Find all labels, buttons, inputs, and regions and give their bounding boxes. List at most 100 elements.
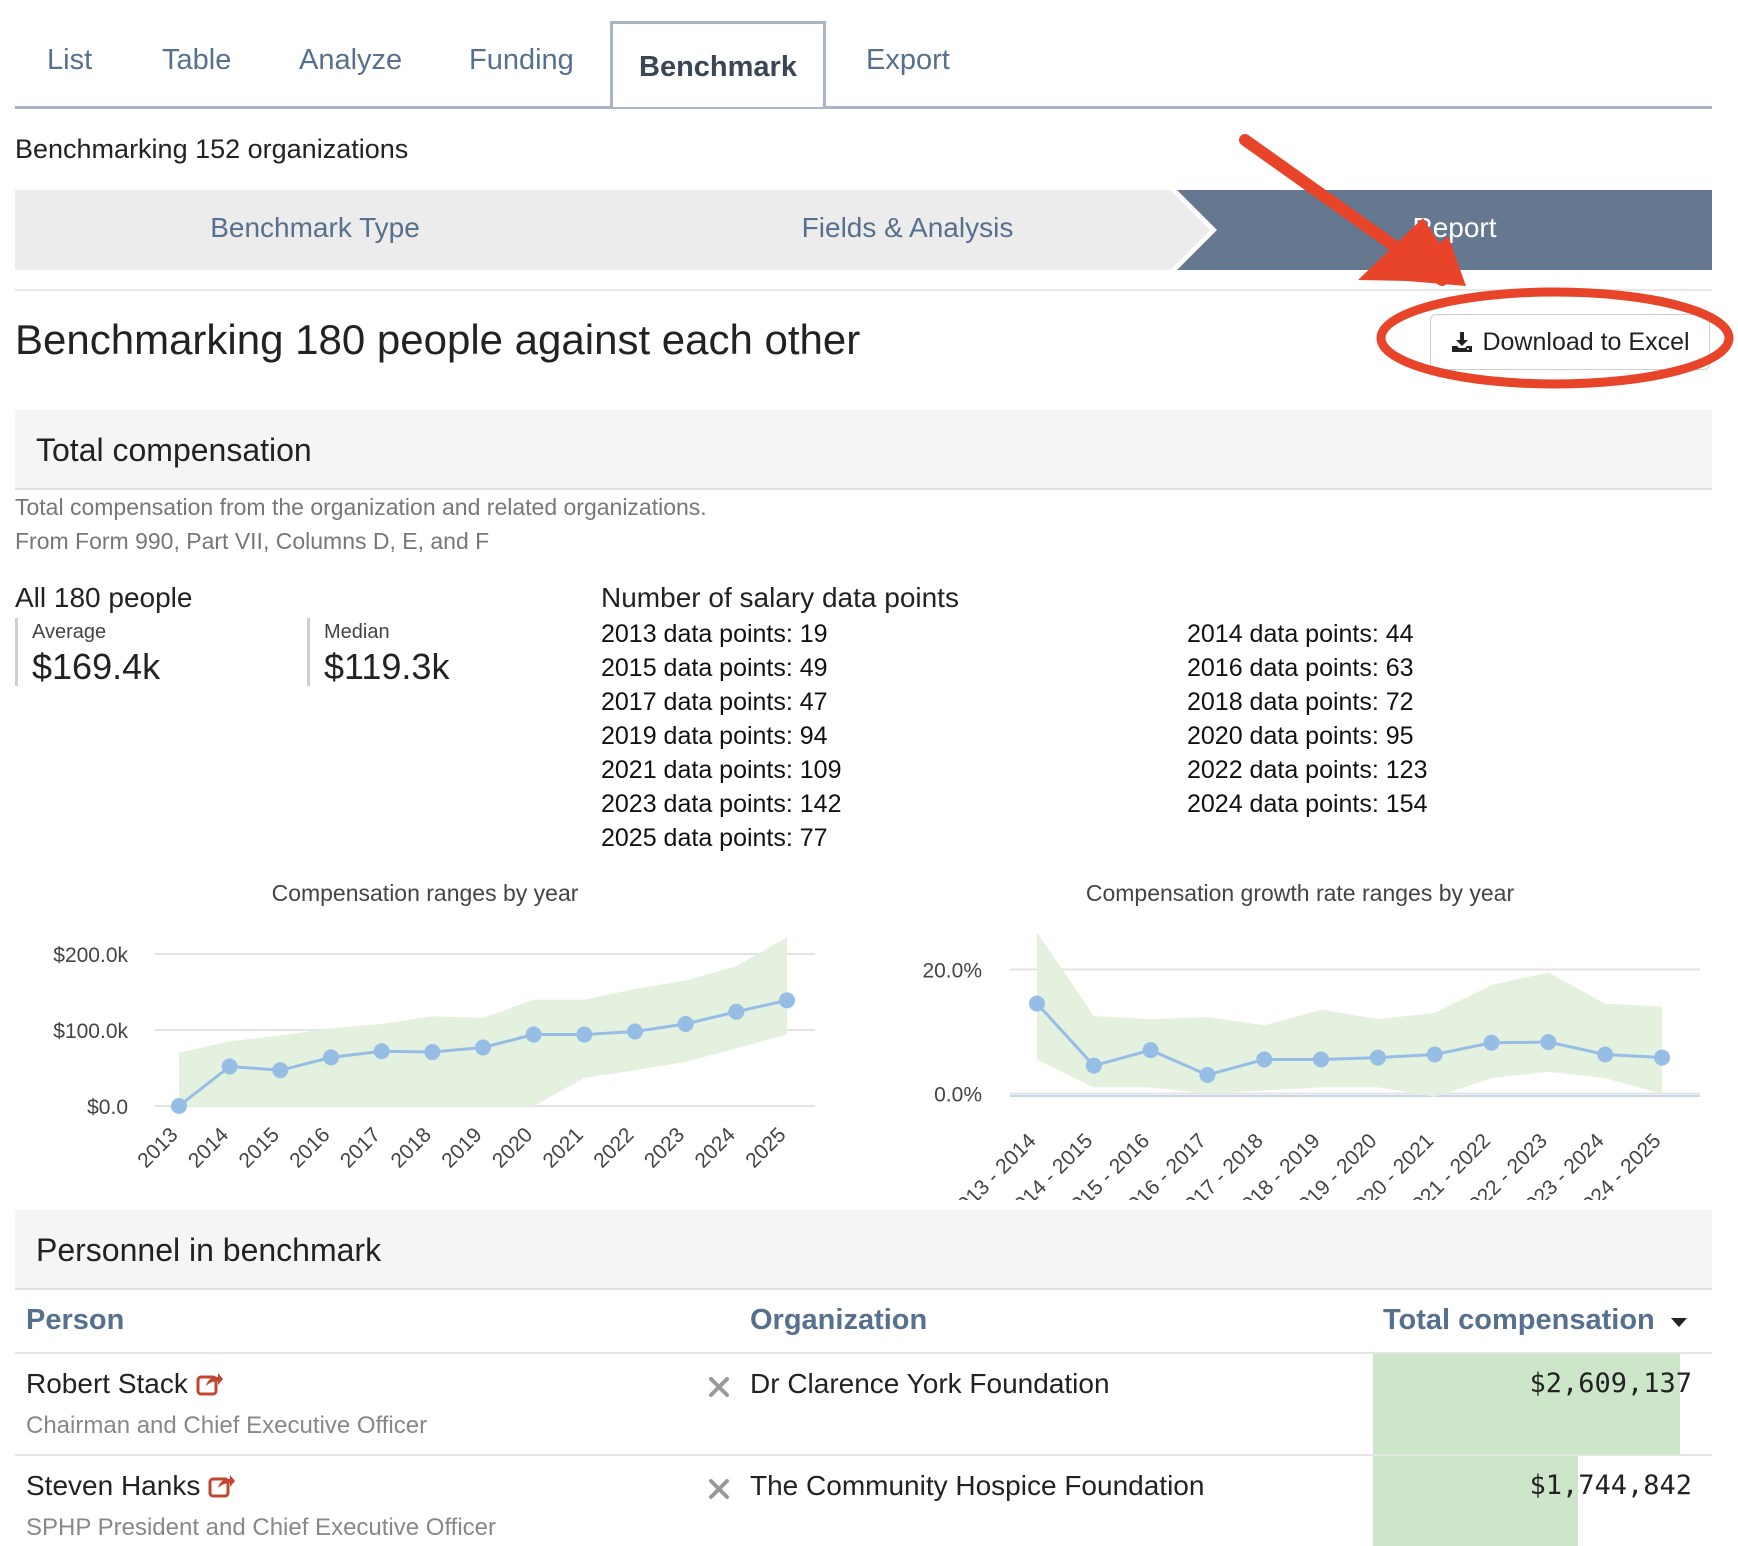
y-tick-label: $100.0k	[53, 1020, 128, 1043]
total-compensation-header	[15, 410, 1712, 490]
download-button-label: Download to Excel	[1482, 327, 1690, 356]
data-point	[1597, 1046, 1614, 1063]
step-shape	[15, 190, 655, 270]
x-tick-label: 2015	[235, 1123, 284, 1172]
organizations-count: Benchmarking 152 organizations	[15, 134, 409, 164]
y-tick-label: $0.0	[87, 1096, 128, 1119]
data-point-item: 2022 data points: 123	[1187, 756, 1428, 784]
data-point-item: 2020 data points: 95	[1187, 722, 1414, 750]
remove-icon[interactable]	[708, 1376, 730, 1398]
personnel-title: Personnel in benchmark	[36, 1232, 382, 1268]
person-role: Chairman and Chief Executive Officer	[26, 1412, 428, 1439]
series-line	[1035, 1002, 1663, 1077]
data-point	[1029, 995, 1045, 1012]
step-label: Benchmark Type	[210, 212, 420, 243]
data-point-item: 2025 data points: 77	[601, 824, 828, 852]
data-point-item: 2016 data points: 63	[1187, 654, 1414, 682]
table-row-person: Steven Hanks	[26, 1470, 236, 1502]
external-link-icon[interactable]	[196, 1371, 224, 1397]
x-tick-label: 2024	[691, 1123, 741, 1173]
step-fields-analysis[interactable]: Fields & Analysis	[615, 190, 1215, 270]
data-point	[728, 1003, 745, 1020]
download-to-excel-button[interactable]: Download to Excel	[1430, 314, 1710, 370]
average-label: Average	[32, 621, 107, 643]
description-line: From Form 990, Part VII, Columns D, E, a…	[15, 528, 490, 554]
tab-benchmark[interactable]: Benchmark	[610, 21, 826, 107]
average-value: $169.4k	[32, 646, 161, 687]
data-point	[424, 1044, 441, 1061]
x-tick-label: 2017	[336, 1123, 385, 1172]
data-point	[1085, 1057, 1102, 1074]
section-title: Total compensation	[36, 432, 312, 468]
step-label: Fields & Analysis	[801, 212, 1014, 243]
remove-icon[interactable]	[708, 1478, 730, 1500]
external-link-icon[interactable]	[208, 1473, 236, 1499]
y-tick-label: 20.0%	[922, 959, 982, 982]
column-header-organization[interactable]: Organization	[750, 1304, 928, 1336]
data-point	[1199, 1066, 1216, 1083]
person-name: Steven Hanks	[26, 1470, 201, 1501]
x-tick-label: 2019	[437, 1123, 486, 1172]
organization-name: Dr Clarence York Foundation	[750, 1368, 1110, 1399]
data-point-item: 2021 data points: 109	[601, 756, 842, 784]
x-tick-label: 2016	[285, 1123, 334, 1172]
annotation-overlay	[1239, 134, 1734, 389]
compensation-value: $2,609,137	[1529, 1368, 1692, 1399]
tab-list[interactable]: List	[47, 44, 93, 76]
annotation-circle	[1376, 287, 1734, 389]
data-point-item: 2015 data points: 49	[601, 654, 828, 682]
download-icon	[1452, 332, 1473, 352]
data-point-item: 2024 data points: 154	[1187, 790, 1428, 818]
data-point	[1426, 1046, 1443, 1063]
compensation-value: $1,744,842	[1529, 1470, 1692, 1501]
x-tick-label: 2021	[539, 1123, 588, 1172]
x-tick-label: 2018	[387, 1123, 436, 1172]
compensation-bar	[1373, 1456, 1578, 1546]
data-point-item: 2023 data points: 142	[601, 790, 842, 818]
tab-funding[interactable]: Funding	[469, 44, 574, 76]
data-point	[576, 1026, 593, 1043]
data-point-item: 2017 data points: 47	[601, 688, 828, 716]
stat-divider	[307, 618, 310, 686]
median-label: Median	[324, 621, 390, 643]
data-point	[373, 1043, 390, 1060]
data-point-item: 2019 data points: 94	[601, 722, 828, 750]
tab-table[interactable]: Table	[162, 44, 232, 76]
tabs-underline	[15, 106, 1712, 109]
data-point	[1540, 1034, 1557, 1051]
personnel-header	[15, 1210, 1712, 1290]
data-point	[525, 1026, 542, 1043]
table-header-divider	[15, 1352, 1712, 1354]
data-point	[272, 1062, 289, 1079]
data-point	[1142, 1042, 1159, 1059]
data-points-title: Number of salary data points	[601, 582, 959, 613]
compensation-bar	[1373, 1354, 1680, 1454]
data-point	[779, 992, 795, 1009]
column-header-person[interactable]: Person	[26, 1304, 125, 1336]
column-header-label: Total compensation	[1383, 1304, 1655, 1336]
row-divider	[15, 1454, 1712, 1456]
data-point	[1256, 1051, 1273, 1068]
tab-analyze[interactable]: Analyze	[299, 44, 403, 76]
chart-title-growth: Compensation growth rate ranges by year	[1085, 880, 1515, 906]
data-point	[475, 1039, 491, 1056]
tab-export[interactable]: Export	[866, 44, 950, 76]
data-point-item: 2014 data points: 44	[1187, 620, 1414, 648]
step-shape	[615, 190, 1210, 270]
x-tick-label: 2023	[640, 1123, 689, 1172]
x-tick-label: 2020	[488, 1123, 537, 1172]
x-tick-label: 2014	[184, 1123, 234, 1173]
annotation-arrow-tip	[1396, 236, 1466, 286]
step-benchmark-type[interactable]: Benchmark Type	[15, 190, 655, 270]
median-value: $119.3k	[324, 646, 450, 687]
data-point	[1654, 1049, 1670, 1066]
data-point-item: 2013 data points: 19	[601, 620, 828, 648]
summary-title: All 180 people	[15, 582, 193, 613]
data-point	[1369, 1049, 1386, 1066]
step-shape	[1177, 190, 1712, 270]
column-header-total-compensation[interactable]: Total compensation	[1383, 1304, 1689, 1337]
x-tick-label: 2013	[133, 1123, 182, 1172]
range-band	[1037, 932, 1662, 1097]
